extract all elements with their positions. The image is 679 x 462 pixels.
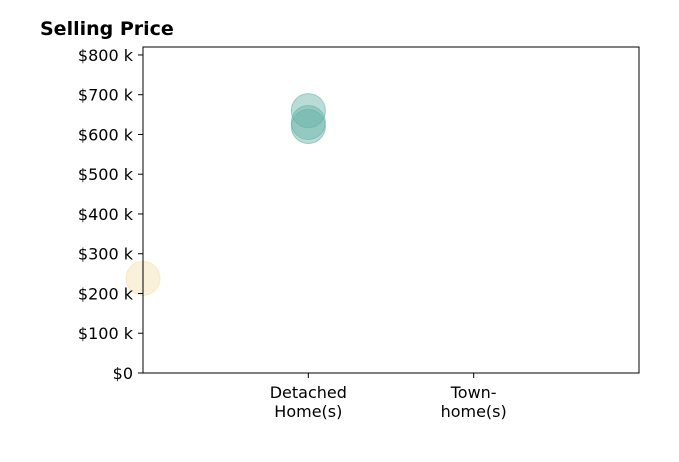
y-tick-label-4: $400 k xyxy=(78,205,134,224)
y-tick-label-0: $0 xyxy=(113,364,133,383)
y-tick-label-2: $200 k xyxy=(78,284,134,303)
y-tick-label-1: $100 k xyxy=(78,324,134,343)
x-tick-label-line: home(s) xyxy=(441,402,507,421)
plot-frame xyxy=(142,46,640,374)
y-tick-label-5: $500 k xyxy=(78,165,134,184)
x-tick-label-line: Detached xyxy=(270,383,347,402)
y-tick-label-3: $300 k xyxy=(78,245,134,264)
x-tick-label-line: Town- xyxy=(450,383,497,402)
data-point-2 xyxy=(290,109,326,145)
data-point-0 xyxy=(290,93,326,129)
y-tick-label-6: $600 k xyxy=(78,125,134,144)
y-tick-label-7: $700 k xyxy=(78,86,134,105)
chart-title: Selling Price xyxy=(40,18,174,40)
y-tick-label-8: $800 k xyxy=(78,46,134,65)
plot-area: $0 $100 k $200 k $300 k $400 k $500 k $600 k $7… xyxy=(78,46,640,421)
x-tick-label-line: Home(s) xyxy=(274,402,342,421)
x-tick-label-0: Detached Home(s) xyxy=(270,383,347,421)
x-tick-label-1: Town-home(s) xyxy=(441,383,507,421)
